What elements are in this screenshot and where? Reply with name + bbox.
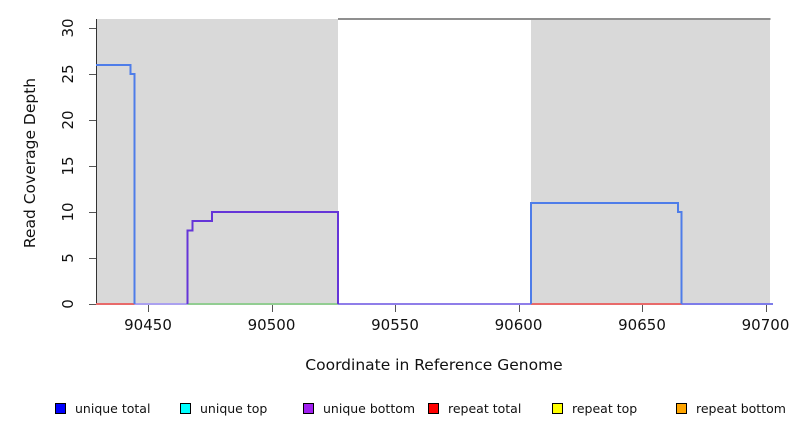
unique-region-right: [530, 19, 771, 304]
y-tick-label: 20: [59, 110, 77, 130]
x-tick-label: 90600: [494, 316, 543, 334]
legend-item-repeat-top: repeat top: [552, 401, 637, 416]
y-axis-line: [96, 19, 97, 305]
x-tick: [765, 305, 767, 312]
x-tick-label: 90550: [371, 316, 419, 334]
legend-swatch-unique-total: [55, 403, 66, 414]
series-unique-total-right-block: [529, 201, 683, 304]
legend-label: repeat bottom: [696, 401, 786, 416]
y-tick: [89, 120, 96, 121]
y-tick-label: 30: [59, 18, 77, 38]
x-tick: [642, 305, 643, 312]
y-tick: [89, 258, 96, 259]
series-unique-bottom-steps: [186, 211, 340, 304]
y-tick: [89, 74, 96, 75]
x-tick: [148, 305, 149, 312]
legend-label: repeat top: [572, 401, 638, 416]
y-tick-label: 25: [59, 64, 77, 84]
x-tick-label: 90500: [247, 316, 296, 334]
legend-label: unique bottom: [323, 401, 416, 416]
legend-swatch-repeat-top: [552, 403, 563, 414]
x-tick-label: 90450: [124, 316, 172, 334]
y-tick: [89, 212, 96, 213]
x-tick-label: 90650: [618, 316, 666, 334]
legend-item-unique-total: unique total: [55, 401, 150, 416]
legend-item-unique-bottom: unique bottom: [303, 401, 415, 416]
legend-label: unique total: [75, 401, 151, 416]
y-tick-label: 15: [59, 156, 77, 176]
legend-item-repeat-bottom: repeat bottom: [676, 401, 786, 416]
y-tick-label: 5: [59, 253, 77, 263]
y-tick-label: 0: [59, 299, 77, 309]
y-tick: [89, 28, 96, 29]
legend-item-repeat-total: repeat total: [428, 401, 521, 416]
y-tick-label: 10: [59, 202, 77, 222]
legend-swatch-unique-top: [180, 403, 191, 414]
legend-label: unique top: [200, 401, 268, 416]
legend-swatch-unique-bottom: [303, 403, 314, 414]
x-tick: [271, 305, 273, 312]
y-tick: [89, 166, 96, 167]
x-tick-label: 90700: [741, 316, 790, 334]
x-tick: [395, 305, 396, 312]
legend-item-unique-top: unique top: [180, 401, 267, 416]
x-tick: [518, 305, 520, 312]
legend-swatch-repeat-bottom: [676, 403, 687, 414]
y-tick: [89, 304, 96, 305]
y-axis-title: Read Coverage Depth: [21, 77, 39, 249]
legend-swatch-repeat-total: [428, 403, 439, 414]
unique-region-left: [96, 19, 339, 304]
x-axis-title: Coordinate in Reference Genome: [305, 356, 563, 374]
legend-label: repeat total: [448, 401, 522, 416]
series-unique-total-left-block: [96, 63, 136, 304]
